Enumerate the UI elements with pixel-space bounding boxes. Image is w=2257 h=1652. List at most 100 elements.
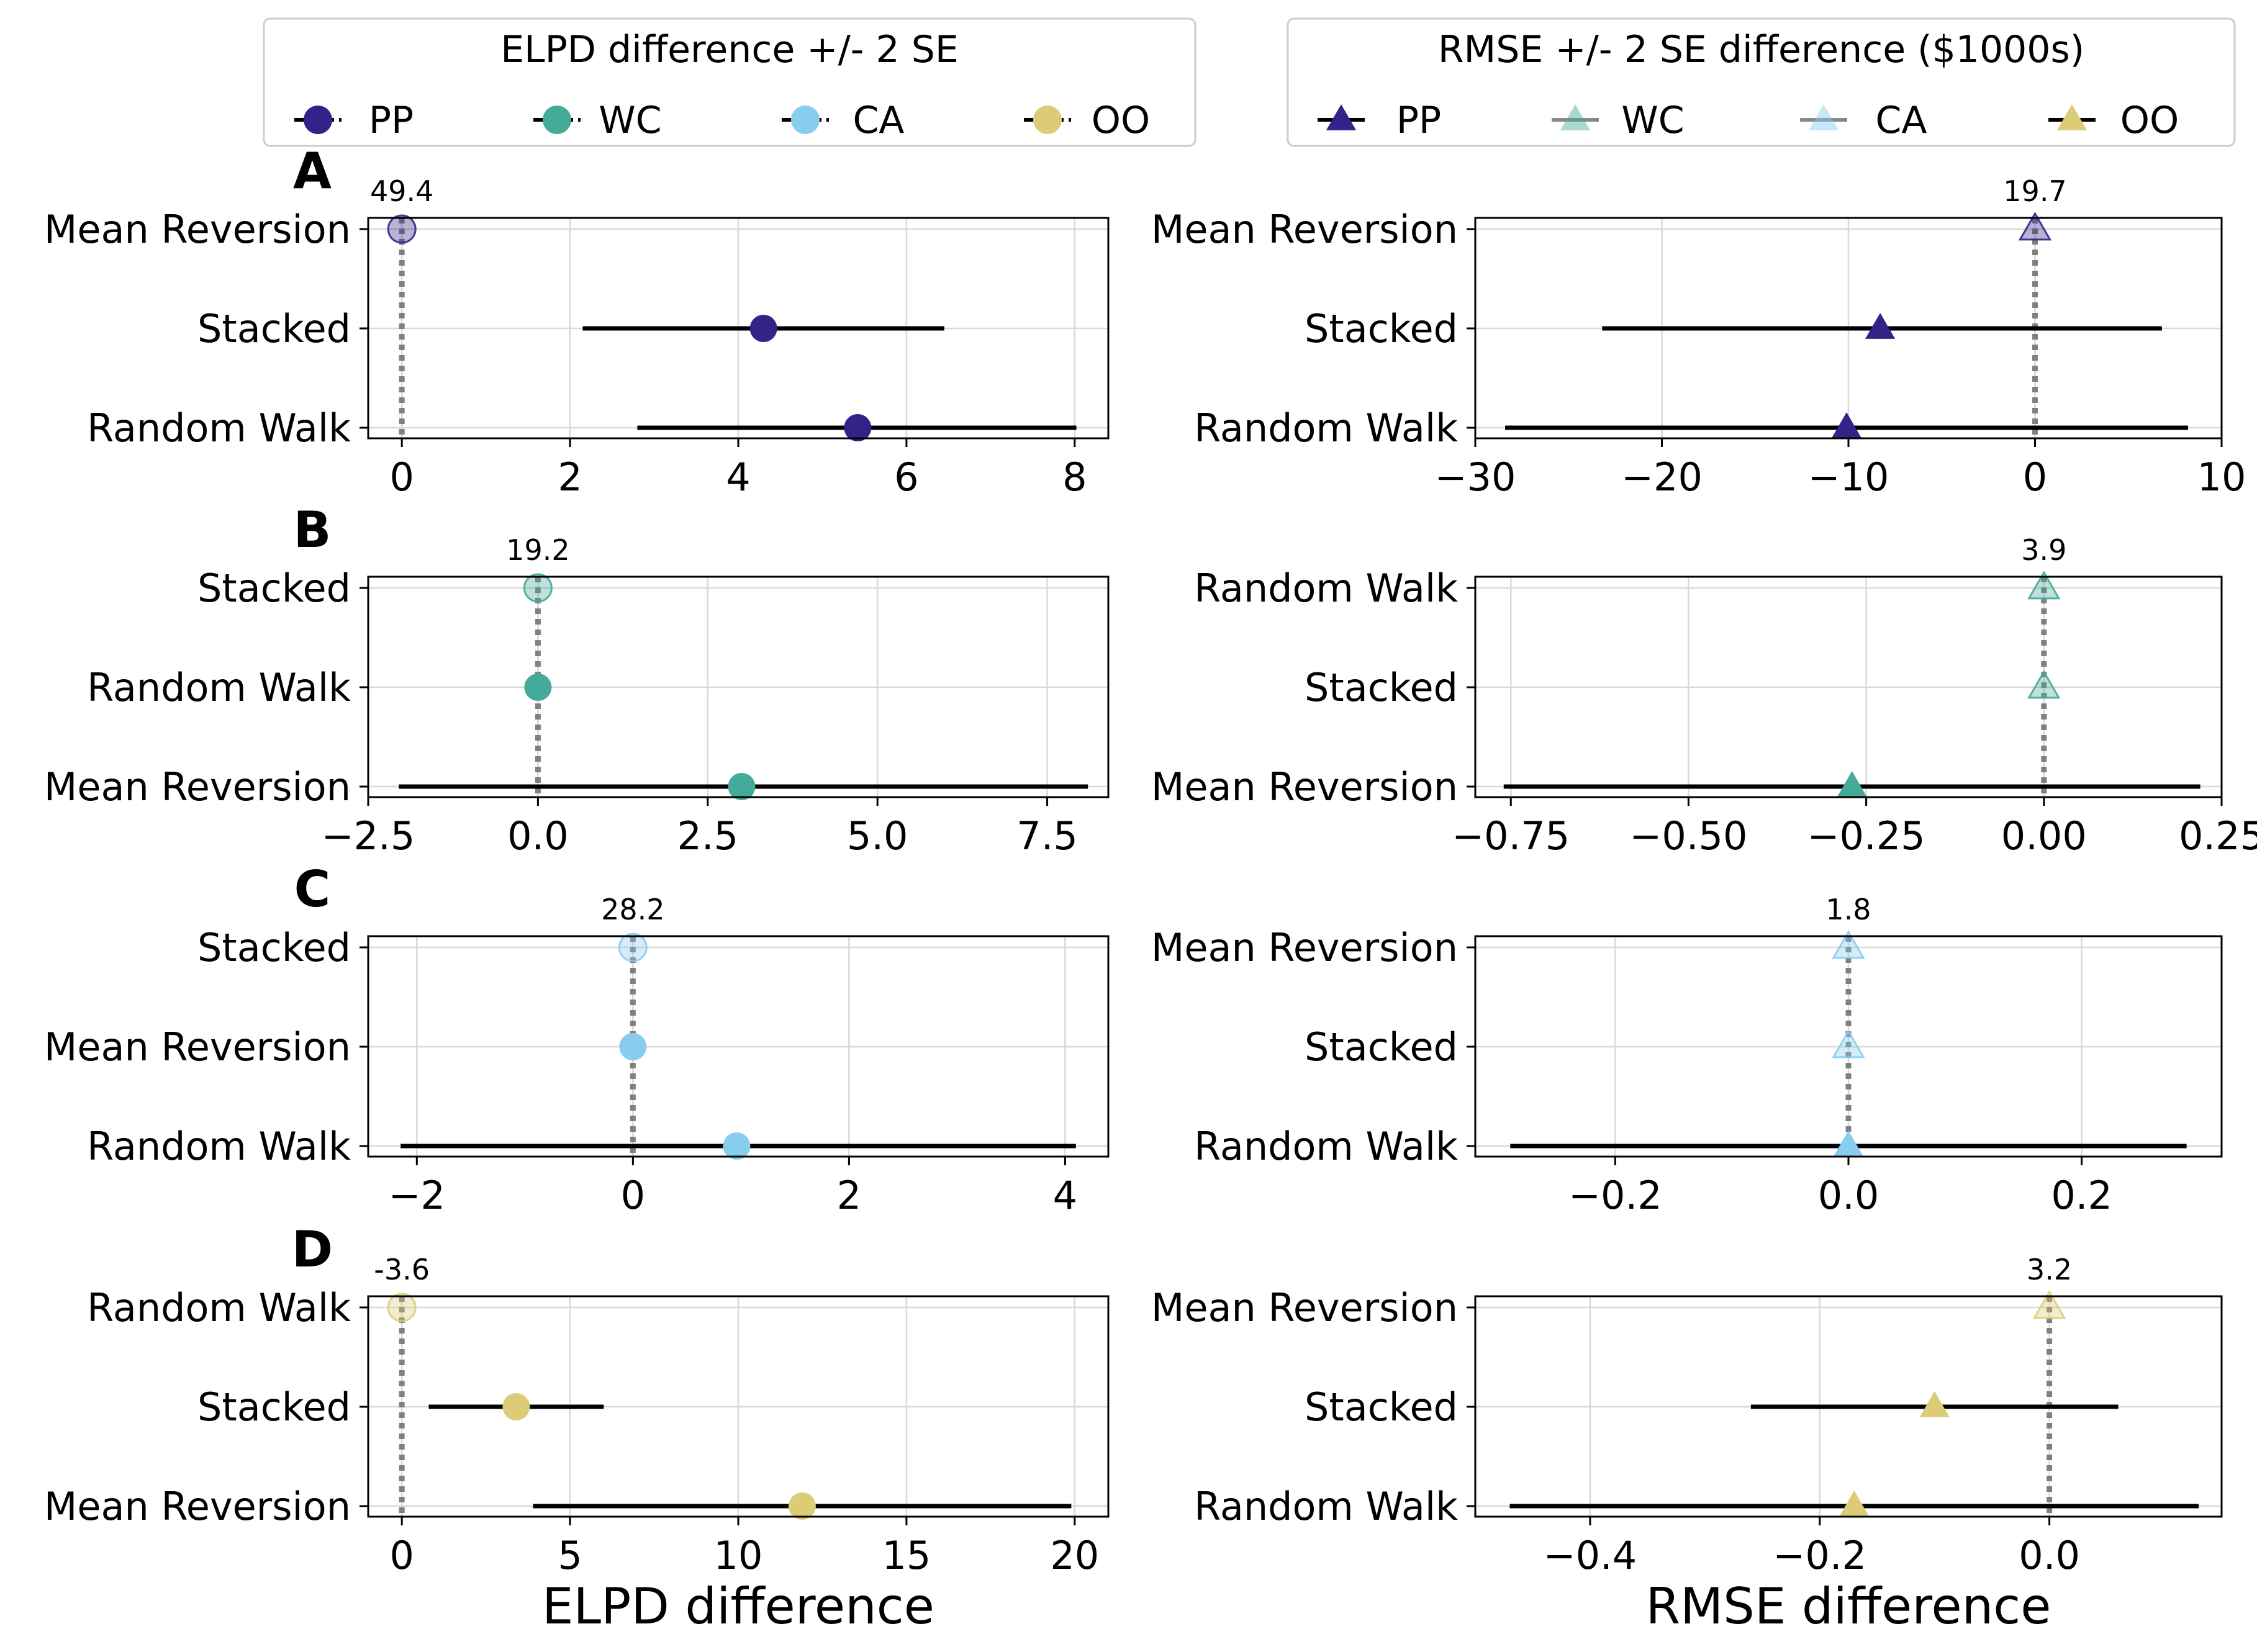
y-tick-label-mean-reversion: Mean Reversion bbox=[1151, 207, 1458, 252]
triangle-random-walk bbox=[2027, 571, 2061, 600]
x-tick-label: 4 bbox=[1053, 1173, 1077, 1218]
panel-a-right: Mean Reversion Stacked Random Walk−30 −20 −1… bbox=[1151, 174, 2246, 500]
x-tick-label: 15 bbox=[882, 1533, 931, 1578]
axes-frame bbox=[367, 575, 1110, 798]
point-random-walk bbox=[723, 1132, 751, 1160]
x-tick-label: −0.4 bbox=[1544, 1533, 1637, 1578]
triangle-stacked bbox=[1865, 313, 1896, 339]
x-tick-label: 0 bbox=[2023, 454, 2047, 500]
x-tick-label: 0.0 bbox=[2019, 1533, 2080, 1578]
y-tick-label-mean-reversion: Mean Reversion bbox=[44, 1024, 351, 1070]
x-tick-label: −0.2 bbox=[1568, 1173, 1662, 1218]
x-tick-label: 10 bbox=[714, 1533, 763, 1578]
legend-marker-pp bbox=[1326, 104, 1357, 130]
best-model-annotation: 49.4 bbox=[370, 174, 433, 208]
x-tick-label: 2.5 bbox=[677, 813, 738, 859]
x-tick-label: −2.5 bbox=[322, 813, 415, 859]
legend-marker-oo bbox=[1033, 106, 1062, 134]
legend-label-ca: CA bbox=[1876, 99, 1927, 142]
x-tick-label: −30 bbox=[1435, 454, 1516, 500]
x-tick-label: 2 bbox=[558, 454, 582, 500]
y-tick-label-stacked: Stacked bbox=[1305, 306, 1458, 351]
y-tick-label-stacked: Stacked bbox=[1305, 665, 1458, 710]
x-axis-title-elpd: ELPD difference bbox=[542, 1578, 934, 1635]
x-tick-label: 0.0 bbox=[1818, 1173, 1879, 1218]
x-tick-label: −2 bbox=[389, 1173, 445, 1218]
best-model-annotation: -3.6 bbox=[374, 1253, 430, 1286]
y-tick-label-mean-reversion: Mean Reversion bbox=[1151, 764, 1458, 810]
legend-label-oo: OO bbox=[1092, 99, 1150, 142]
y-tick-label-random-walk: Random Walk bbox=[87, 1124, 351, 1169]
panel-letter: B bbox=[294, 501, 332, 559]
best-model-annotation: 1.8 bbox=[1825, 893, 1871, 926]
legend-marker-ca bbox=[1808, 104, 1839, 130]
triangle-mean-reversion bbox=[2032, 1290, 2066, 1319]
triangle-mean-reversion bbox=[1832, 930, 1865, 959]
legend-label-wc: WC bbox=[599, 99, 661, 142]
x-tick-label: 0 bbox=[389, 454, 414, 500]
legend-right: RMSE +/- 2 SE difference ($1000s) PP WC CA O… bbox=[1287, 17, 2236, 147]
best-model-annotation: 3.9 bbox=[2021, 533, 2066, 567]
x-tick-label: 0.25 bbox=[2179, 813, 2257, 859]
triangle-stacked bbox=[1832, 1029, 1865, 1058]
legend-marker-wc bbox=[1560, 104, 1591, 130]
legend-frame bbox=[1287, 17, 2236, 147]
y-tick-label-stacked: Stacked bbox=[197, 566, 351, 611]
point-random-walk bbox=[387, 1293, 417, 1322]
point-stacked bbox=[502, 1393, 530, 1420]
point-mean-reversion bbox=[728, 773, 756, 800]
y-tick-label-stacked: Stacked bbox=[1305, 1024, 1458, 1070]
x-tick-label: 20 bbox=[1050, 1533, 1099, 1578]
best-model-annotation: 19.2 bbox=[506, 533, 569, 567]
panel-letter: C bbox=[294, 860, 331, 918]
x-tick-label: −0.25 bbox=[1807, 813, 1925, 859]
triangle-random-walk bbox=[1839, 1491, 1870, 1517]
point-stacked bbox=[618, 932, 648, 962]
point-stacked bbox=[523, 573, 553, 603]
y-tick-label-random-walk: Random Walk bbox=[1194, 1484, 1458, 1529]
legend-left: ELPD difference +/- 2 SE PP WC CA OO bbox=[263, 17, 1196, 147]
panel-b-left: Stacked Random Walk Mean Reversion−2.5 0.0 2… bbox=[44, 501, 1110, 859]
panel-letter: D bbox=[292, 1221, 333, 1278]
y-tick-label-random-walk: Random Walk bbox=[1194, 1124, 1458, 1169]
y-tick-label-random-walk: Random Walk bbox=[1194, 405, 1458, 451]
panel-c-left: Stacked Mean Reversion Random Walk −2 0 2 4 28.… bbox=[44, 860, 1110, 1218]
legend-label-oo: OO bbox=[2120, 99, 2179, 142]
y-tick-label-mean-reversion: Mean Reversion bbox=[1151, 1285, 1458, 1330]
panel-letter: A bbox=[293, 142, 332, 200]
axes-frame bbox=[1474, 575, 2223, 798]
triangle-mean-reversion bbox=[1837, 771, 1867, 797]
x-tick-label: 8 bbox=[1062, 454, 1087, 500]
y-tick-label-random-walk: Random Walk bbox=[87, 405, 351, 451]
point-mean-reversion bbox=[387, 214, 417, 244]
legend-title: RMSE +/- 2 SE difference ($1000s) bbox=[1438, 28, 2084, 71]
x-tick-label: 0.00 bbox=[2001, 813, 2087, 859]
panel-d-left: Random Walk Stacked Mean Reversion 0 5 10 15 20… bbox=[44, 1221, 1110, 1578]
x-tick-label: 5.0 bbox=[847, 813, 908, 859]
y-tick-label-random-walk: Random Walk bbox=[87, 665, 351, 710]
y-tick-label-stacked: Stacked bbox=[1305, 1384, 1458, 1430]
x-tick-label: 0.0 bbox=[507, 813, 569, 859]
x-tick-label: 2 bbox=[837, 1173, 861, 1218]
y-tick-label-stacked: Stacked bbox=[197, 1384, 351, 1430]
x-tick-label: 0 bbox=[389, 1533, 414, 1578]
x-tick-label: 4 bbox=[726, 454, 750, 500]
legend-label-pp: PP bbox=[1396, 99, 1441, 142]
y-tick-label-mean-reversion: Mean Reversion bbox=[44, 1484, 351, 1529]
panel-b-right: Random Walk Stacked Mean Reversion−0.75 −0.… bbox=[1151, 533, 2257, 859]
x-tick-label: 7.5 bbox=[1016, 813, 1078, 859]
legend-marker-ca bbox=[791, 106, 820, 134]
x-tick-label: −0.75 bbox=[1452, 813, 1570, 859]
y-tick-label-stacked: Stacked bbox=[197, 925, 351, 970]
point-random-walk bbox=[844, 414, 872, 441]
triangle-stacked bbox=[2027, 670, 2061, 699]
y-tick-label-mean-reversion: Mean Reversion bbox=[44, 764, 351, 810]
triangle-random-walk bbox=[1831, 412, 1862, 438]
panel-c-right: Mean Reversion Stacked Random Walk −0.2 0.0 0… bbox=[1151, 893, 2223, 1218]
legend-marker-pp bbox=[304, 106, 332, 134]
x-tick-label: −0.50 bbox=[1629, 813, 1747, 859]
legend-label-ca: CA bbox=[853, 99, 905, 142]
x-tick-label: 10 bbox=[2197, 454, 2246, 500]
